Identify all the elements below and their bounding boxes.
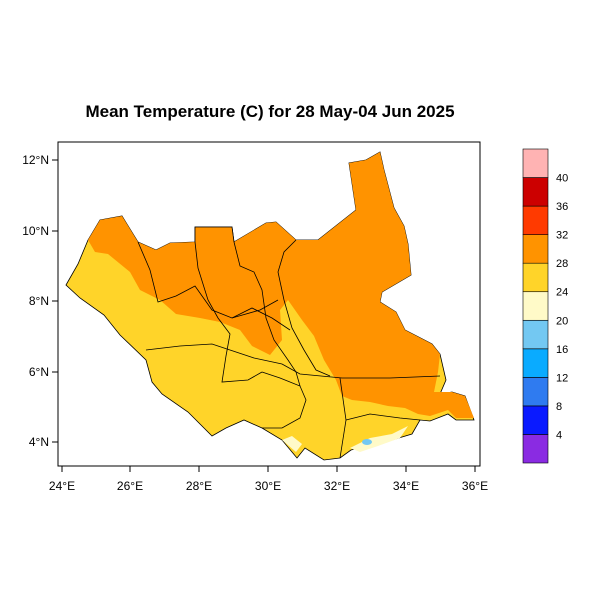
colorbar-swatch	[522, 148, 549, 178]
y-axis	[52, 159, 58, 443]
colorbar-swatch	[522, 234, 549, 264]
colorbar-swatch	[522, 434, 549, 464]
colorbar-swatch	[522, 319, 549, 350]
x-axis	[61, 466, 476, 472]
x-tick-label: 34°E	[393, 479, 419, 493]
cool-spot	[362, 439, 372, 445]
x-tick-label: 28°E	[186, 479, 212, 493]
y-tick-labels: 4°N 6°N 8°N 10°N 12°N	[22, 153, 49, 449]
colorbar-swatch	[522, 377, 549, 407]
map-frame	[57, 141, 481, 467]
pale-region-southwest	[282, 436, 302, 452]
colorbar-swatch	[522, 205, 549, 235]
pale-region-south	[350, 426, 408, 452]
x-tick-labels: 24°E 26°E 28°E 30°E 32°E 34°E 36°E	[49, 479, 488, 493]
x-tick-label: 36°E	[462, 479, 488, 493]
y-tick-label: 10°N	[22, 224, 49, 238]
y-tick-label: 12°N	[22, 153, 49, 167]
colorbar-label: 36	[556, 201, 568, 213]
colorbar-label: 8	[556, 401, 562, 413]
x-tick-label: 26°E	[117, 479, 143, 493]
colorbar-swatch	[522, 262, 549, 293]
y-tick-label: 6°N	[29, 365, 49, 379]
colorbar-label: 24	[556, 287, 568, 299]
map-title: Mean Temperature (C) for 28 May-04 Jun 2…	[85, 102, 455, 121]
state-boundaries	[137, 226, 441, 459]
colorbar-label: 40	[556, 173, 568, 185]
colorbar-label: 12	[556, 372, 568, 384]
colorbar-label: 32	[556, 230, 568, 242]
x-tick-label: 30°E	[255, 479, 281, 493]
y-tick-label: 4°N	[29, 435, 49, 449]
y-tick-label: 8°N	[29, 294, 49, 308]
colorbar-label: 16	[556, 344, 568, 356]
colorbar-label: 28	[556, 258, 568, 270]
colorbar-label: 20	[556, 315, 568, 327]
colorbar-swatch	[522, 177, 549, 207]
x-tick-label: 24°E	[49, 479, 75, 493]
colorbar-swatch	[522, 291, 549, 321]
x-tick-label: 32°E	[324, 479, 350, 493]
colorbar: 4 8 12 16 20 24 28 32 36 40	[522, 148, 568, 464]
colorbar-swatch	[522, 348, 549, 378]
colorbar-swatch	[522, 405, 549, 435]
colorbar-label: 4	[556, 429, 562, 441]
